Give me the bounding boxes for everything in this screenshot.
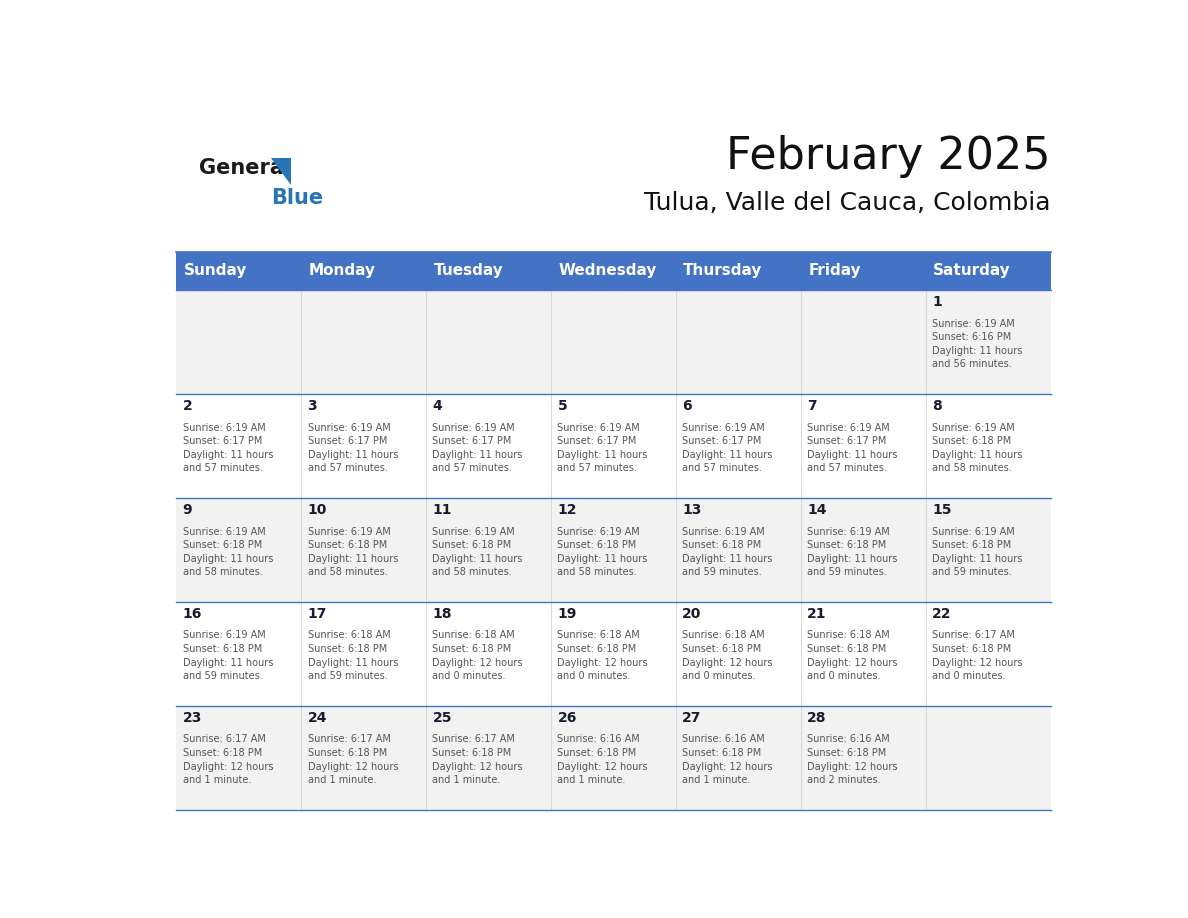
Text: Sunrise: 6:19 AM
Sunset: 6:18 PM
Daylight: 11 hours
and 59 minutes.: Sunrise: 6:19 AM Sunset: 6:18 PM Dayligh… — [183, 631, 273, 681]
Text: 8: 8 — [933, 399, 942, 413]
Text: Sunrise: 6:19 AM
Sunset: 6:17 PM
Daylight: 11 hours
and 57 minutes.: Sunrise: 6:19 AM Sunset: 6:17 PM Dayligh… — [432, 422, 523, 474]
Text: Sunrise: 6:19 AM
Sunset: 6:17 PM
Daylight: 11 hours
and 57 minutes.: Sunrise: 6:19 AM Sunset: 6:17 PM Dayligh… — [183, 422, 273, 474]
Text: Monday: Monday — [309, 263, 375, 278]
Text: 16: 16 — [183, 607, 202, 621]
Text: Sunrise: 6:19 AM
Sunset: 6:18 PM
Daylight: 11 hours
and 59 minutes.: Sunrise: 6:19 AM Sunset: 6:18 PM Dayligh… — [808, 527, 898, 577]
Text: Thursday: Thursday — [683, 263, 763, 278]
Text: 6: 6 — [682, 399, 691, 413]
Text: Sunrise: 6:19 AM
Sunset: 6:18 PM
Daylight: 11 hours
and 59 minutes.: Sunrise: 6:19 AM Sunset: 6:18 PM Dayligh… — [933, 527, 1023, 577]
Text: Saturday: Saturday — [934, 263, 1011, 278]
Text: 9: 9 — [183, 503, 192, 517]
Text: Tulua, Valle del Cauca, Colombia: Tulua, Valle del Cauca, Colombia — [644, 192, 1051, 216]
Text: Sunrise: 6:18 AM
Sunset: 6:18 PM
Daylight: 11 hours
and 59 minutes.: Sunrise: 6:18 AM Sunset: 6:18 PM Dayligh… — [308, 631, 398, 681]
Text: Wednesday: Wednesday — [558, 263, 657, 278]
Text: Sunday: Sunday — [183, 263, 247, 278]
Text: 24: 24 — [308, 711, 327, 725]
Text: Sunrise: 6:18 AM
Sunset: 6:18 PM
Daylight: 12 hours
and 0 minutes.: Sunrise: 6:18 AM Sunset: 6:18 PM Dayligh… — [432, 631, 523, 681]
Text: Sunrise: 6:16 AM
Sunset: 6:18 PM
Daylight: 12 hours
and 1 minute.: Sunrise: 6:16 AM Sunset: 6:18 PM Dayligh… — [557, 734, 647, 785]
Text: 26: 26 — [557, 711, 577, 725]
Bar — [176, 706, 1051, 810]
Text: 5: 5 — [557, 399, 567, 413]
Text: 27: 27 — [682, 711, 702, 725]
Text: Sunrise: 6:19 AM
Sunset: 6:18 PM
Daylight: 11 hours
and 59 minutes.: Sunrise: 6:19 AM Sunset: 6:18 PM Dayligh… — [682, 527, 772, 577]
Text: Sunrise: 6:19 AM
Sunset: 6:18 PM
Daylight: 11 hours
and 58 minutes.: Sunrise: 6:19 AM Sunset: 6:18 PM Dayligh… — [557, 527, 647, 577]
Text: 18: 18 — [432, 607, 451, 621]
Text: 1: 1 — [933, 296, 942, 309]
Text: 3: 3 — [308, 399, 317, 413]
Bar — [176, 395, 1051, 498]
Text: 4: 4 — [432, 399, 442, 413]
Text: 23: 23 — [183, 711, 202, 725]
Text: 2: 2 — [183, 399, 192, 413]
Text: 19: 19 — [557, 607, 577, 621]
Text: General: General — [200, 158, 291, 178]
Text: Sunrise: 6:19 AM
Sunset: 6:17 PM
Daylight: 11 hours
and 57 minutes.: Sunrise: 6:19 AM Sunset: 6:17 PM Dayligh… — [682, 422, 772, 474]
Polygon shape — [271, 158, 291, 185]
Text: Sunrise: 6:17 AM
Sunset: 6:18 PM
Daylight: 12 hours
and 0 minutes.: Sunrise: 6:17 AM Sunset: 6:18 PM Dayligh… — [933, 631, 1023, 681]
Text: Sunrise: 6:19 AM
Sunset: 6:17 PM
Daylight: 11 hours
and 57 minutes.: Sunrise: 6:19 AM Sunset: 6:17 PM Dayligh… — [557, 422, 647, 474]
Text: Sunrise: 6:18 AM
Sunset: 6:18 PM
Daylight: 12 hours
and 0 minutes.: Sunrise: 6:18 AM Sunset: 6:18 PM Dayligh… — [808, 631, 898, 681]
Text: 22: 22 — [933, 607, 952, 621]
Text: Tuesday: Tuesday — [434, 263, 504, 278]
Text: 28: 28 — [808, 711, 827, 725]
Text: Sunrise: 6:19 AM
Sunset: 6:16 PM
Daylight: 11 hours
and 56 minutes.: Sunrise: 6:19 AM Sunset: 6:16 PM Dayligh… — [933, 319, 1023, 369]
Text: Sunrise: 6:17 AM
Sunset: 6:18 PM
Daylight: 12 hours
and 1 minute.: Sunrise: 6:17 AM Sunset: 6:18 PM Dayligh… — [308, 734, 398, 785]
Text: Sunrise: 6:17 AM
Sunset: 6:18 PM
Daylight: 12 hours
and 1 minute.: Sunrise: 6:17 AM Sunset: 6:18 PM Dayligh… — [183, 734, 273, 785]
Text: 12: 12 — [557, 503, 577, 517]
Bar — [176, 498, 1051, 602]
Text: 13: 13 — [682, 503, 702, 517]
Bar — [176, 252, 1051, 290]
Text: Sunrise: 6:18 AM
Sunset: 6:18 PM
Daylight: 12 hours
and 0 minutes.: Sunrise: 6:18 AM Sunset: 6:18 PM Dayligh… — [682, 631, 773, 681]
Text: 17: 17 — [308, 607, 327, 621]
Text: 10: 10 — [308, 503, 327, 517]
Text: Sunrise: 6:16 AM
Sunset: 6:18 PM
Daylight: 12 hours
and 2 minutes.: Sunrise: 6:16 AM Sunset: 6:18 PM Dayligh… — [808, 734, 898, 785]
Text: Sunrise: 6:19 AM
Sunset: 6:18 PM
Daylight: 11 hours
and 58 minutes.: Sunrise: 6:19 AM Sunset: 6:18 PM Dayligh… — [432, 527, 523, 577]
Text: Sunrise: 6:19 AM
Sunset: 6:18 PM
Daylight: 11 hours
and 58 minutes.: Sunrise: 6:19 AM Sunset: 6:18 PM Dayligh… — [183, 527, 273, 577]
Text: 15: 15 — [933, 503, 952, 517]
Text: Sunrise: 6:19 AM
Sunset: 6:17 PM
Daylight: 11 hours
and 57 minutes.: Sunrise: 6:19 AM Sunset: 6:17 PM Dayligh… — [308, 422, 398, 474]
Text: 11: 11 — [432, 503, 451, 517]
Text: Sunrise: 6:18 AM
Sunset: 6:18 PM
Daylight: 12 hours
and 0 minutes.: Sunrise: 6:18 AM Sunset: 6:18 PM Dayligh… — [557, 631, 647, 681]
Text: Sunrise: 6:16 AM
Sunset: 6:18 PM
Daylight: 12 hours
and 1 minute.: Sunrise: 6:16 AM Sunset: 6:18 PM Dayligh… — [682, 734, 773, 785]
Text: Sunrise: 6:19 AM
Sunset: 6:18 PM
Daylight: 11 hours
and 58 minutes.: Sunrise: 6:19 AM Sunset: 6:18 PM Dayligh… — [308, 527, 398, 577]
Text: 21: 21 — [808, 607, 827, 621]
Text: February 2025: February 2025 — [726, 135, 1051, 178]
Text: Friday: Friday — [808, 263, 861, 278]
Text: Sunrise: 6:19 AM
Sunset: 6:17 PM
Daylight: 11 hours
and 57 minutes.: Sunrise: 6:19 AM Sunset: 6:17 PM Dayligh… — [808, 422, 898, 474]
Text: 25: 25 — [432, 711, 451, 725]
Text: Blue: Blue — [271, 188, 323, 207]
Text: Sunrise: 6:17 AM
Sunset: 6:18 PM
Daylight: 12 hours
and 1 minute.: Sunrise: 6:17 AM Sunset: 6:18 PM Dayligh… — [432, 734, 523, 785]
Text: Sunrise: 6:19 AM
Sunset: 6:18 PM
Daylight: 11 hours
and 58 minutes.: Sunrise: 6:19 AM Sunset: 6:18 PM Dayligh… — [933, 422, 1023, 474]
Bar — [176, 602, 1051, 706]
Text: 7: 7 — [808, 399, 817, 413]
Bar — [176, 290, 1051, 395]
Text: 20: 20 — [682, 607, 702, 621]
Text: 14: 14 — [808, 503, 827, 517]
